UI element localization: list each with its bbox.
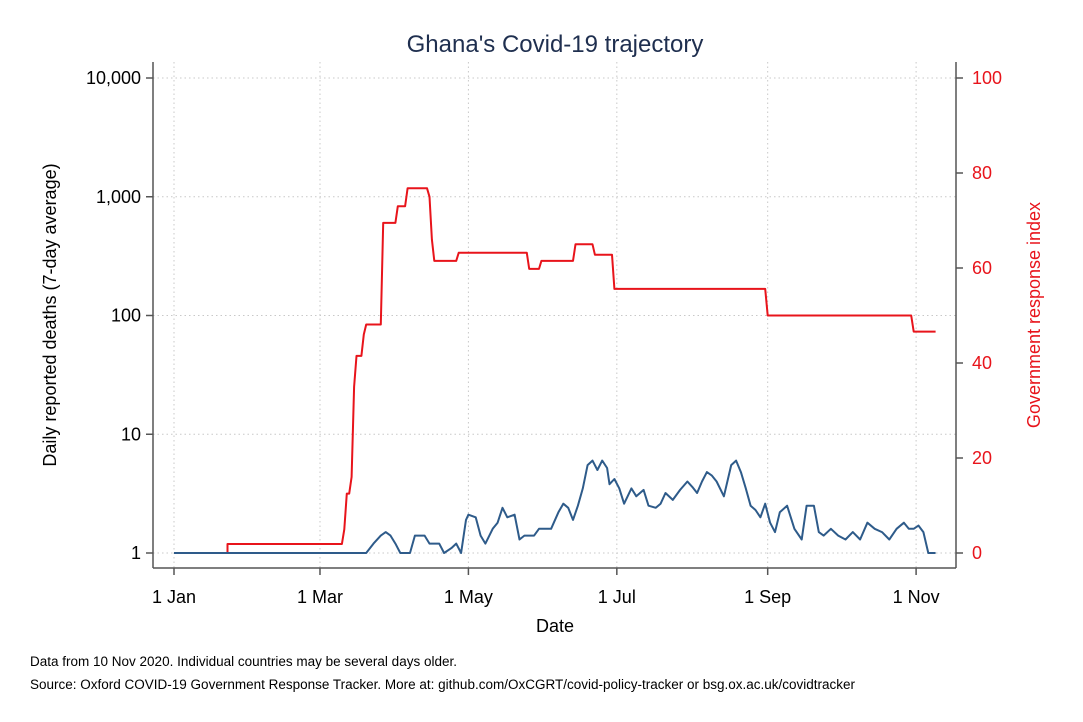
right-tick-label: 100 <box>972 68 1002 88</box>
x-tick-label: 1 Jan <box>152 587 196 607</box>
source-note: Source: Oxford COVID-19 Government Respo… <box>30 677 856 692</box>
left-y-axis-label: Daily reported deaths (7-day average) <box>40 163 60 466</box>
x-tick-label: 1 Jul <box>598 587 636 607</box>
right-y-axis-label: Government response index <box>1024 202 1044 428</box>
series-layer <box>174 187 936 554</box>
left-axis-ticks: 1 10 100 1,000 10,000 <box>86 68 153 563</box>
x-tick-label: 1 Nov <box>893 587 940 607</box>
x-tick-label: 1 May <box>444 587 493 607</box>
right-tick-label: 60 <box>972 258 992 278</box>
left-tick-label: 10,000 <box>86 68 141 88</box>
left-tick-label: 1 <box>131 543 141 563</box>
data-date-note: Data from 10 Nov 2020. Individual countr… <box>30 654 457 669</box>
right-axis-ticks: 0 20 40 60 80 100 <box>956 68 1002 563</box>
x-axis-ticks: 1 Jan 1 Mar 1 May 1 Jul 1 Sep 1 Nov <box>152 568 940 607</box>
left-tick-label: 100 <box>111 306 141 326</box>
x-tick-label: 1 Mar <box>297 587 343 607</box>
government-response-index-line <box>174 187 936 554</box>
x-tick-label: 1 Sep <box>744 587 791 607</box>
x-axis-label: Date <box>536 616 574 636</box>
right-tick-label: 20 <box>972 448 992 468</box>
right-tick-label: 40 <box>972 353 992 373</box>
right-tick-label: 0 <box>972 543 982 563</box>
daily-deaths-line <box>174 459 936 554</box>
left-tick-label: 10 <box>121 424 141 444</box>
chart-title: Ghana's Covid-19 trajectory <box>407 31 704 58</box>
left-tick-label: 1,000 <box>96 187 141 207</box>
right-tick-label: 80 <box>972 163 992 183</box>
